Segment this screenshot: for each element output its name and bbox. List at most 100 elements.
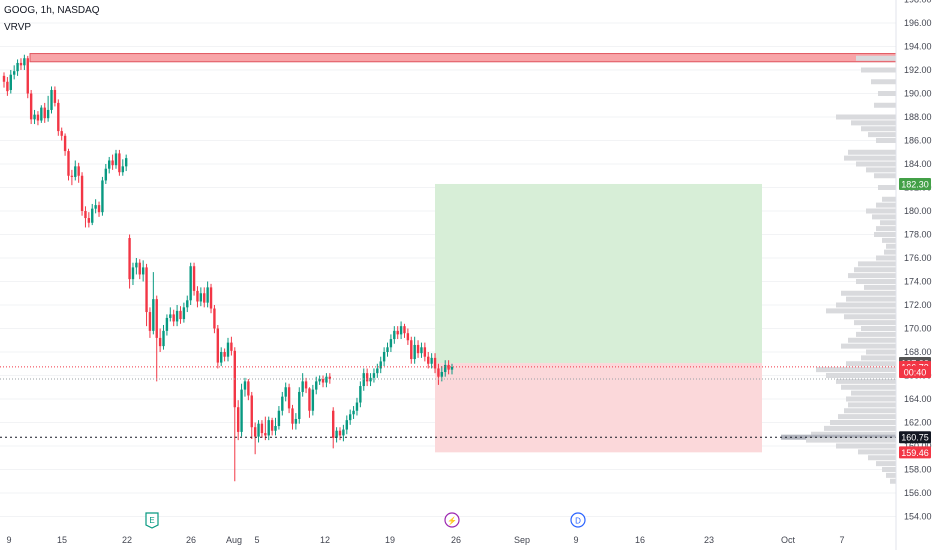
candle-body[interactable]	[427, 356, 430, 364]
candle-body[interactable]	[43, 107, 46, 119]
candle-body[interactable]	[114, 153, 118, 166]
resistance-zone[interactable]	[29, 53, 897, 63]
candle-body[interactable]	[141, 267, 145, 275]
candle-body[interactable]	[365, 373, 369, 382]
candle-body[interactable]	[382, 352, 386, 362]
candle-body[interactable]	[403, 326, 406, 334]
candle-body[interactable]	[321, 379, 325, 383]
candle-body[interactable]	[121, 166, 124, 173]
candle-body[interactable]	[372, 373, 376, 378]
split-icon[interactable]	[444, 512, 460, 528]
candle-body[interactable]	[301, 381, 304, 392]
candle-body[interactable]	[74, 166, 77, 177]
symbol-title[interactable]: GOOG, 1h, NASDAQ	[4, 5, 100, 16]
dividend-icon[interactable]	[570, 512, 586, 528]
candle-body[interactable]	[33, 114, 36, 120]
candle-body[interactable]	[359, 386, 362, 403]
candle-body[interactable]	[220, 352, 223, 363]
candle-body[interactable]	[36, 114, 40, 121]
candle-body[interactable]	[128, 238, 131, 280]
candle-body[interactable]	[240, 389, 243, 432]
candle-body[interactable]	[247, 381, 250, 396]
candle-body[interactable]	[311, 389, 315, 411]
candle-body[interactable]	[315, 381, 318, 390]
candle-body[interactable]	[437, 368, 440, 377]
candle-body[interactable]	[189, 266, 192, 301]
candle-body[interactable]	[175, 310, 179, 322]
candle-body[interactable]	[430, 357, 433, 364]
candle-body[interactable]	[138, 262, 141, 275]
candle-body[interactable]	[186, 300, 189, 308]
candle-body[interactable]	[332, 410, 335, 438]
candle-body[interactable]	[158, 337, 162, 347]
candle-body[interactable]	[291, 408, 294, 424]
candle-body[interactable]	[87, 218, 91, 223]
candle-body[interactable]	[155, 299, 158, 338]
candle-body[interactable]	[60, 131, 63, 136]
candle-body[interactable]	[376, 368, 379, 374]
candle-body[interactable]	[379, 361, 382, 369]
candle-body[interactable]	[12, 71, 16, 75]
candle-body[interactable]	[97, 205, 101, 213]
candle-body[interactable]	[433, 357, 437, 369]
candle-body[interactable]	[91, 208, 94, 223]
candle-body[interactable]	[16, 62, 19, 72]
candle-body[interactable]	[67, 151, 70, 176]
candle-body[interactable]	[206, 287, 209, 303]
candle-body[interactable]	[264, 433, 267, 436]
candle-body[interactable]	[393, 330, 396, 340]
candle-body[interactable]	[179, 310, 182, 320]
candle-body[interactable]	[53, 89, 57, 103]
indicator-label[interactable]: VRVP	[4, 22, 32, 33]
candle-body[interactable]	[209, 287, 213, 309]
candle-body[interactable]	[26, 58, 29, 94]
candle-body[interactable]	[325, 376, 328, 383]
candle-body[interactable]	[338, 430, 342, 436]
candle-body[interactable]	[277, 410, 281, 427]
candle-body[interactable]	[80, 175, 84, 211]
candle-body[interactable]	[284, 387, 287, 397]
candle-body[interactable]	[203, 293, 206, 303]
candle-body[interactable]	[267, 420, 270, 436]
candle-body[interactable]	[9, 74, 12, 90]
candle-body[interactable]	[410, 340, 413, 360]
candle-body[interactable]	[352, 410, 355, 415]
candle-body[interactable]	[406, 333, 410, 341]
candle-body[interactable]	[40, 107, 43, 121]
candle-body[interactable]	[250, 395, 253, 428]
candle-body[interactable]	[124, 158, 128, 167]
candle-body[interactable]	[413, 344, 416, 360]
candle-body[interactable]	[308, 388, 311, 411]
candle-body[interactable]	[104, 168, 108, 181]
candle-body[interactable]	[348, 414, 352, 421]
candle-body[interactable]	[362, 373, 365, 387]
candle-body[interactable]	[135, 262, 138, 268]
candle-body[interactable]	[226, 342, 230, 357]
candle-body[interactable]	[63, 135, 67, 152]
candle-body[interactable]	[328, 376, 332, 380]
candle-body[interactable]	[396, 330, 399, 335]
candle-body[interactable]	[162, 330, 165, 347]
candle-body[interactable]	[19, 62, 23, 66]
candle-body[interactable]	[182, 307, 186, 320]
candle-body[interactable]	[281, 396, 284, 411]
candle-body[interactable]	[416, 344, 420, 354]
candle-body[interactable]	[216, 328, 220, 363]
candle-body[interactable]	[420, 347, 423, 354]
loss-zone[interactable]	[435, 363, 762, 453]
candle-body[interactable]	[223, 352, 226, 357]
candle-body[interactable]	[304, 381, 308, 389]
candle-body[interactable]	[270, 420, 274, 431]
candle-body[interactable]	[169, 314, 172, 318]
candle-body[interactable]	[111, 160, 114, 166]
candle-body[interactable]	[199, 293, 203, 302]
earnings-icon[interactable]	[145, 512, 159, 529]
candle-body[interactable]	[57, 102, 60, 132]
candle-body[interactable]	[342, 429, 345, 436]
candle-body[interactable]	[260, 423, 264, 434]
candle-body[interactable]	[447, 364, 450, 370]
candle-body[interactable]	[70, 175, 74, 177]
candle-body[interactable]	[2, 75, 6, 82]
candle-body[interactable]	[236, 407, 240, 432]
